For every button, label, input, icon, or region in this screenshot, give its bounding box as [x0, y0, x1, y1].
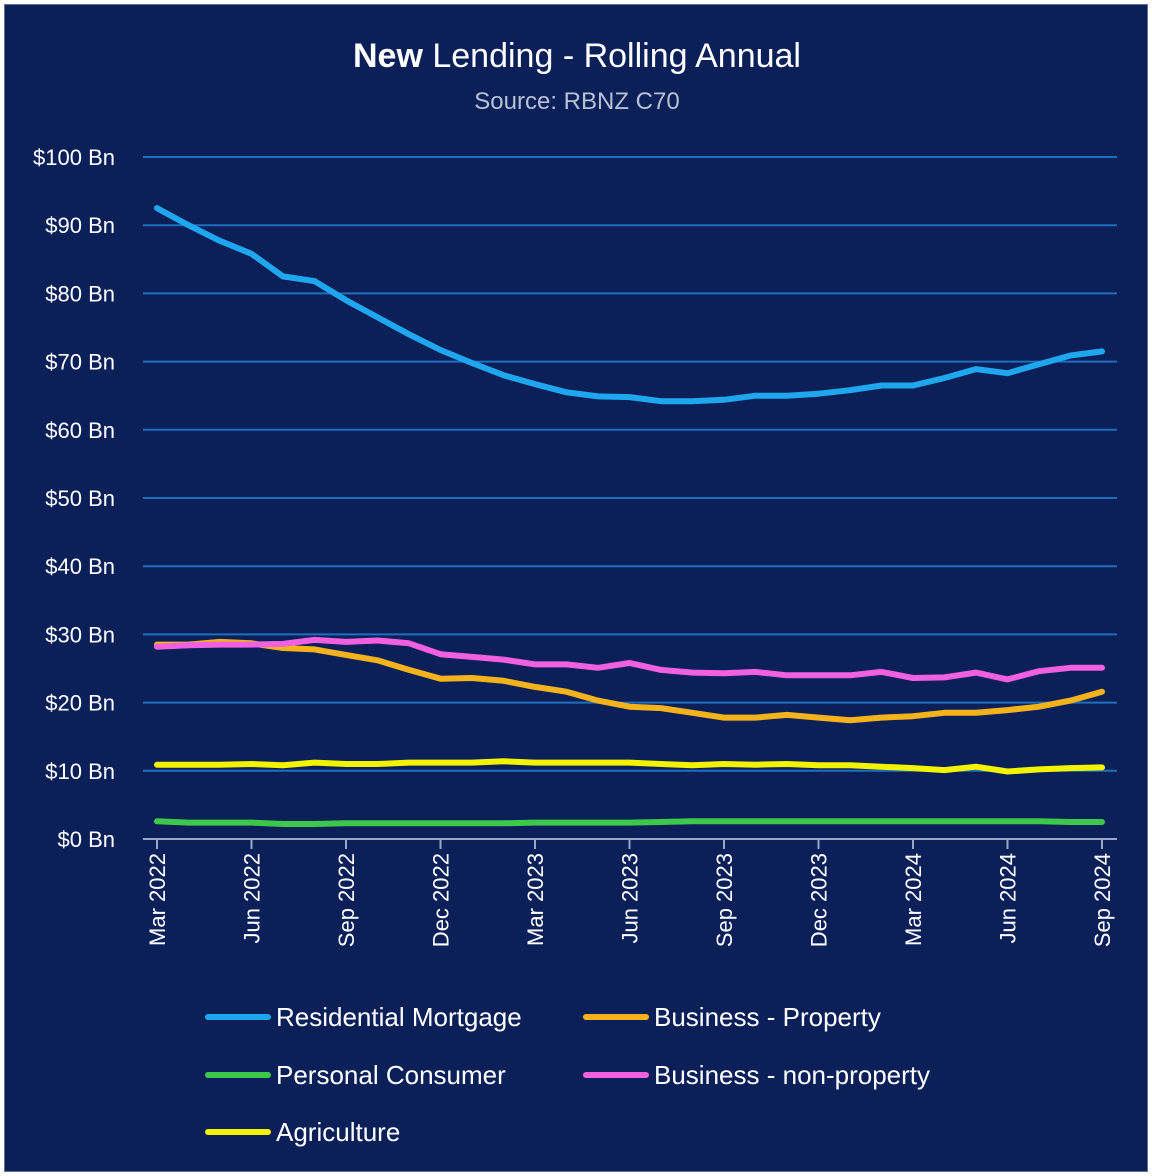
series-line-business-non-property: [154, 636, 1105, 683]
legend: Residential Mortgage Business - Property P…: [205, 1002, 930, 1147]
y-tick-label: $10 Bn: [45, 759, 115, 784]
y-tick-label: $50 Bn: [45, 486, 115, 511]
y-tick-label: $70 Bn: [45, 350, 115, 375]
chart-frame: New Lending - Rolling Annual Source: RBN…: [4, 4, 1148, 1172]
x-tick-label: Mar 2022: [145, 853, 170, 946]
x-tick-label: Sep 2024: [1090, 853, 1115, 947]
x-tick-label: Sep 2023: [712, 853, 737, 947]
series-lines: [154, 205, 1105, 827]
x-tick-label: Jun 2024: [996, 853, 1021, 944]
series-line-business-property: [154, 638, 1105, 724]
legend-label: Business - non-property: [654, 1060, 930, 1090]
legend-label: Business - Property: [654, 1002, 881, 1032]
legend-label: Residential Mortgage: [276, 1002, 522, 1032]
y-tick-label: $80 Bn: [45, 281, 115, 306]
chart-title: New Lending - Rolling Annual: [353, 37, 801, 75]
x-tick-label: Sep 2022: [334, 853, 359, 947]
series-line-personal-consumer: [154, 818, 1105, 827]
chart-title-bold: New: [353, 37, 423, 75]
x-tick-label: Mar 2023: [523, 853, 548, 946]
chart-title-rest: Lending - Rolling Annual: [423, 37, 801, 75]
legend-label: Personal Consumer: [276, 1060, 506, 1090]
y-tick-label: $0 Bn: [58, 827, 116, 852]
x-tick-label: Dec 2022: [429, 853, 454, 947]
y-tick-label: $100 Bn: [33, 145, 115, 170]
x-tick-label: Dec 2023: [807, 853, 832, 947]
series-line-residential-mortgage: [154, 205, 1105, 405]
y-tick-label: $20 Bn: [45, 691, 115, 716]
chart-subtitle: Source: RBNZ C70: [474, 88, 679, 115]
x-axis: Mar 2022 Jun 2022 Sep 2022 Dec 2022 Mar 2023…: [145, 839, 1115, 947]
gridlines: [143, 156, 1117, 840]
y-tick-label: $90 Bn: [45, 213, 115, 238]
line-chart: New Lending - Rolling Annual Source: RBN…: [33, 37, 1117, 1147]
x-tick-label: Jun 2023: [618, 853, 643, 944]
legend-label: Agriculture: [276, 1117, 400, 1147]
y-tick-label: $30 Bn: [45, 622, 115, 647]
x-tick-label: Mar 2024: [901, 853, 926, 946]
y-tick-label: $60 Bn: [45, 418, 115, 443]
y-axis: $0 Bn $10 Bn $20 Bn $30 Bn $40 Bn $50 Bn $60 B…: [33, 145, 115, 852]
series-line-agriculture: [154, 758, 1105, 775]
y-tick-label: $40 Bn: [45, 554, 115, 579]
x-tick-label: Jun 2022: [240, 853, 265, 944]
